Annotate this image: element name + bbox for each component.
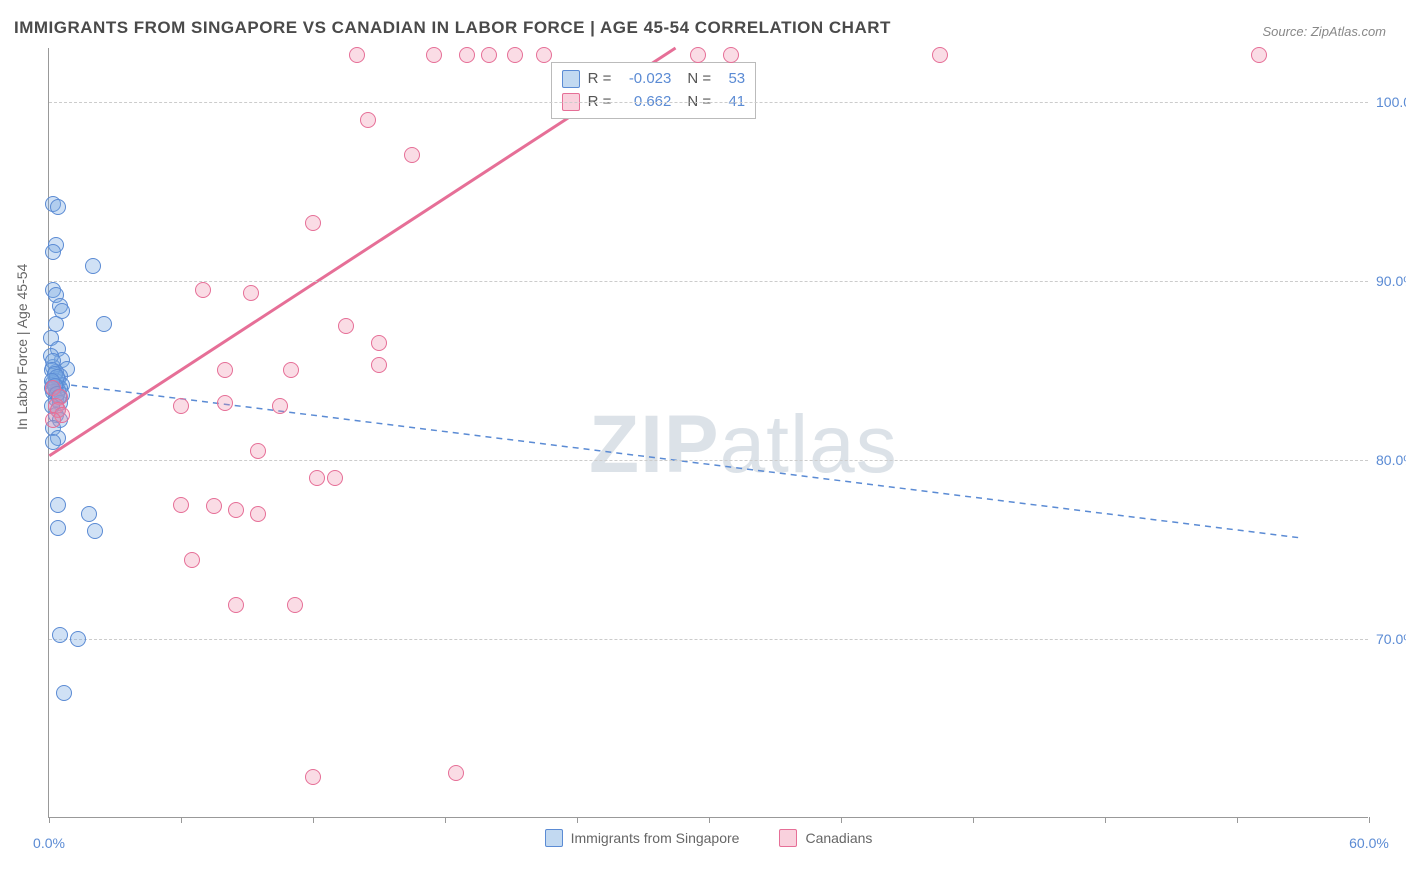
scatter-marker-canadians — [507, 47, 523, 63]
scatter-marker-singapore — [56, 685, 72, 701]
scatter-marker-singapore — [45, 434, 61, 450]
scatter-marker-singapore — [50, 199, 66, 215]
page-title: IMMIGRANTS FROM SINGAPORE VS CANADIAN IN… — [14, 18, 891, 38]
scatter-marker-canadians — [217, 362, 233, 378]
x-tick — [1105, 817, 1106, 823]
source-credit: Source: ZipAtlas.com — [1262, 24, 1386, 39]
x-tick — [445, 817, 446, 823]
scatter-marker-singapore — [87, 523, 103, 539]
scatter-marker-canadians — [536, 47, 552, 63]
scatter-marker-canadians — [305, 215, 321, 231]
scatter-marker-singapore — [85, 258, 101, 274]
scatter-marker-singapore — [52, 627, 68, 643]
x-tick-label: 0.0% — [33, 835, 65, 851]
scatter-marker-canadians — [173, 497, 189, 513]
x-tick — [1369, 817, 1370, 823]
x-tick — [313, 817, 314, 823]
scatter-marker-canadians — [349, 47, 365, 63]
stat-n-label: N = — [687, 68, 711, 91]
scatter-marker-canadians — [283, 362, 299, 378]
scatter-marker-canadians — [448, 765, 464, 781]
scatter-marker-singapore — [50, 497, 66, 513]
x-tick — [181, 817, 182, 823]
scatter-marker-canadians — [272, 398, 288, 414]
scatter-marker-canadians — [371, 335, 387, 351]
y-axis-label: In Labor Force | Age 45-54 — [14, 264, 30, 430]
scatter-marker-canadians — [217, 395, 233, 411]
trend-lines-svg — [49, 48, 1368, 817]
y-gridline — [49, 102, 1368, 103]
scatter-marker-canadians — [228, 502, 244, 518]
y-tick-label: 80.0% — [1376, 452, 1406, 468]
x-tick — [973, 817, 974, 823]
x-tick — [841, 817, 842, 823]
legend-item-singapore: Immigrants from Singapore — [545, 829, 740, 847]
scatter-marker-canadians — [404, 147, 420, 163]
y-tick-label: 70.0% — [1376, 631, 1406, 647]
scatter-marker-canadians — [206, 498, 222, 514]
watermark: ZIPatlas — [589, 398, 898, 492]
bottom-legend: Immigrants from Singapore Canadians — [49, 829, 1368, 847]
x-tick — [49, 817, 50, 823]
stats-row-singapore: R = -0.023 N = 53 — [562, 68, 746, 91]
scatter-marker-canadians — [287, 597, 303, 613]
scatter-marker-canadians — [184, 552, 200, 568]
scatter-marker-canadians — [250, 506, 266, 522]
legend-label: Immigrants from Singapore — [571, 830, 740, 846]
scatter-marker-singapore — [50, 520, 66, 536]
y-gridline — [49, 639, 1368, 640]
scatter-marker-singapore — [81, 506, 97, 522]
scatter-marker-canadians — [327, 470, 343, 486]
scatter-marker-canadians — [338, 318, 354, 334]
swatch-blue-icon — [545, 829, 563, 847]
scatter-marker-canadians — [360, 112, 376, 128]
scatter-marker-canadians — [690, 47, 706, 63]
x-tick — [577, 817, 578, 823]
legend-label: Canadians — [805, 830, 872, 846]
stat-r-value-singapore: -0.023 — [619, 68, 671, 91]
scatter-marker-canadians — [195, 282, 211, 298]
swatch-blue-icon — [562, 70, 580, 88]
scatter-marker-canadians — [228, 597, 244, 613]
scatter-marker-canadians — [305, 769, 321, 785]
y-tick-label: 100.0% — [1376, 94, 1406, 110]
scatter-plot-area: ZIPatlas R = -0.023 N = 53 R = 0.662 N =… — [48, 48, 1368, 818]
scatter-marker-canadians — [723, 47, 739, 63]
x-tick — [709, 817, 710, 823]
scatter-marker-canadians — [459, 47, 475, 63]
scatter-marker-singapore — [45, 244, 61, 260]
swatch-pink-icon — [779, 829, 797, 847]
stat-n-value-singapore: 53 — [719, 68, 745, 91]
scatter-marker-singapore — [96, 316, 112, 332]
scatter-marker-singapore — [70, 631, 86, 647]
correlation-stats-box: R = -0.023 N = 53 R = 0.662 N = 41 — [551, 62, 757, 119]
scatter-marker-canadians — [309, 470, 325, 486]
scatter-marker-canadians — [426, 47, 442, 63]
scatter-marker-canadians — [250, 443, 266, 459]
scatter-marker-canadians — [173, 398, 189, 414]
scatter-marker-canadians — [371, 357, 387, 373]
y-gridline — [49, 460, 1368, 461]
y-gridline — [49, 281, 1368, 282]
scatter-marker-canadians — [481, 47, 497, 63]
x-tick — [1237, 817, 1238, 823]
y-tick-label: 90.0% — [1376, 273, 1406, 289]
scatter-marker-canadians — [1251, 47, 1267, 63]
scatter-marker-canadians — [932, 47, 948, 63]
legend-item-canadians: Canadians — [779, 829, 872, 847]
stat-r-label: R = — [588, 68, 612, 91]
scatter-marker-canadians — [243, 285, 259, 301]
scatter-marker-canadians — [45, 412, 61, 428]
x-tick-label: 60.0% — [1349, 835, 1389, 851]
